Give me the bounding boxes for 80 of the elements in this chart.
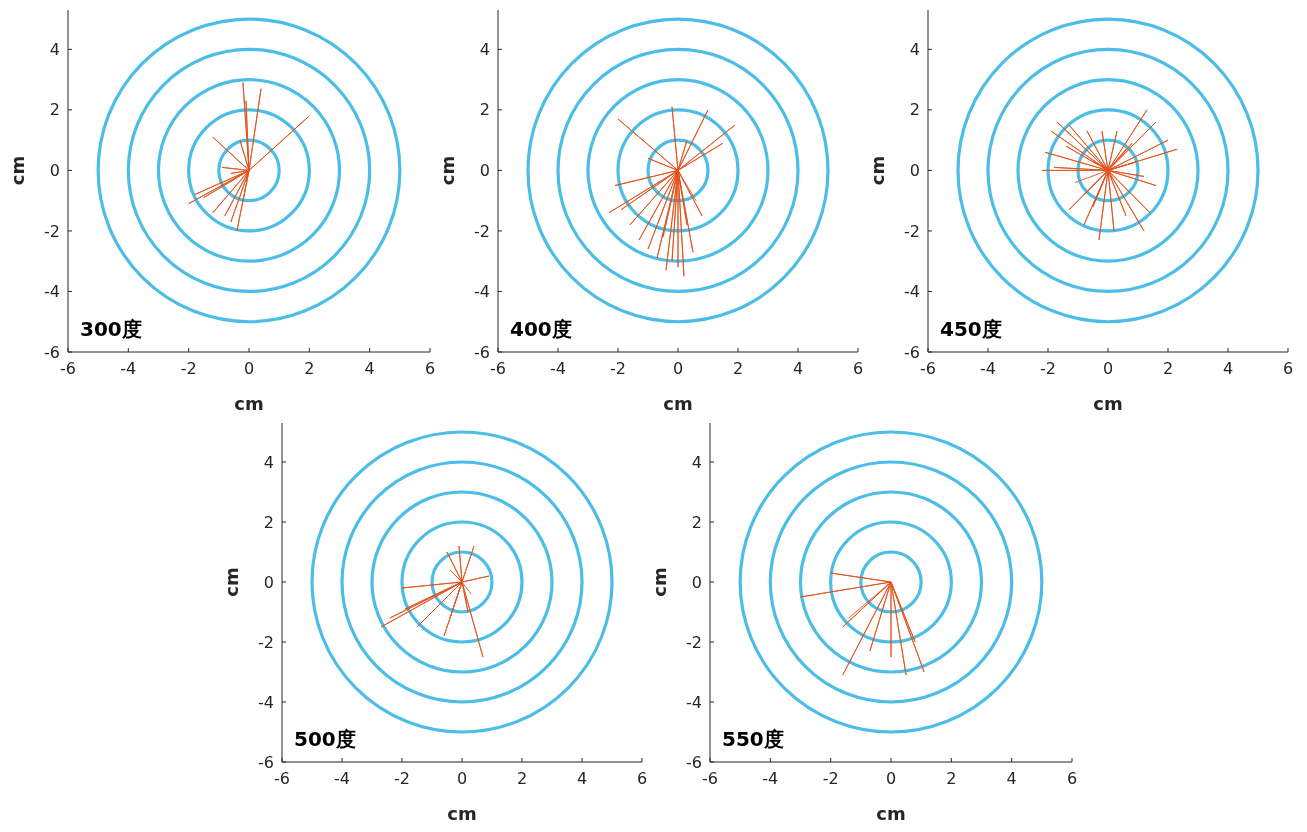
line-series <box>800 572 925 676</box>
x-axis-title: cm <box>234 393 264 414</box>
y-axis-title: cm <box>437 155 458 186</box>
x-tick-label: 0 <box>672 359 684 378</box>
y-tick-label: 0 <box>909 161 920 181</box>
y-tick-label: -6 <box>258 752 274 772</box>
x-axis-title: cm <box>663 393 693 414</box>
y-tick-label: -6 <box>44 342 60 362</box>
x-tick-label: 4 <box>1222 359 1234 378</box>
y-tick-label: 2 <box>263 512 274 532</box>
x-tick-label: 2 <box>1162 359 1174 378</box>
y-tick-label: 4 <box>909 39 920 59</box>
y-axis-title: cm <box>7 155 28 186</box>
x-tick-label: 2 <box>516 769 528 788</box>
x-tick-label: 4 <box>1006 769 1017 788</box>
x-tick-label: -4 <box>762 769 779 788</box>
y-tick-label: 2 <box>909 100 920 120</box>
y-tick-label: -4 <box>474 282 490 302</box>
x-tick-label: 4 <box>792 359 804 378</box>
y-tick-label: -4 <box>258 692 274 712</box>
x-tick-label: -4 <box>980 359 996 378</box>
x-tick-label: 6 <box>636 769 648 788</box>
x-tick-label: 2 <box>304 359 315 378</box>
x-tick-label: 0 <box>1102 359 1114 378</box>
y-axis-title: cm <box>867 155 888 186</box>
annotation: 400度 <box>510 317 572 341</box>
x-tick-label: 6 <box>1066 769 1078 788</box>
line-series <box>1041 109 1178 241</box>
x-tick-label: -2 <box>180 359 197 378</box>
y-tick-label: 4 <box>691 452 702 472</box>
y-tick-label: -4 <box>44 282 60 302</box>
y-tick-label: -2 <box>686 632 702 652</box>
y-tick-label: -4 <box>904 282 920 302</box>
x-tick-label: -2 <box>1040 359 1056 378</box>
x-tick-label: 4 <box>576 769 588 788</box>
x-tick-label: 0 <box>885 769 897 788</box>
x-tick-label: -2 <box>610 359 626 378</box>
x-axis-title: cm <box>876 803 906 824</box>
y-tick-label: 4 <box>263 452 274 472</box>
x-tick-label: 2 <box>946 769 957 788</box>
x-tick-label: -4 <box>550 359 566 378</box>
y-tick-label: 0 <box>479 161 490 181</box>
x-tick-label: 6 <box>1282 359 1294 378</box>
y-tick-label: -4 <box>686 692 702 712</box>
y-tick-label: -2 <box>474 221 490 241</box>
x-tick-label: 2 <box>732 359 744 378</box>
annotation: 500度 <box>294 727 356 751</box>
y-tick-label: -6 <box>686 752 702 772</box>
y-tick-label: -2 <box>44 221 60 241</box>
x-axis-title: cm <box>1093 393 1123 414</box>
line-series <box>380 545 490 658</box>
y-tick-label: -6 <box>904 342 920 362</box>
annotation: 550度 <box>722 727 784 751</box>
y-tick-label: 4 <box>49 39 60 59</box>
x-tick-label: 0 <box>243 359 255 378</box>
y-axis-title: cm <box>649 567 670 597</box>
x-tick-label: 4 <box>364 359 375 378</box>
y-tick-label: 0 <box>49 161 60 181</box>
annotation: 450度 <box>940 317 1002 341</box>
y-tick-label: 4 <box>479 39 490 59</box>
y-tick-label: -6 <box>474 342 490 362</box>
x-tick-label: 6 <box>424 359 436 378</box>
x-tick-label: -4 <box>334 769 350 788</box>
line-series <box>608 106 736 277</box>
y-tick-label: 2 <box>691 512 702 532</box>
y-tick-label: 2 <box>479 100 490 120</box>
line-series <box>188 82 310 232</box>
y-tick-label: 0 <box>691 572 702 592</box>
annotation: 300度 <box>80 317 142 341</box>
y-tick-label: -2 <box>258 632 274 652</box>
x-tick-label: -2 <box>394 769 410 788</box>
y-tick-label: -2 <box>904 221 920 241</box>
y-tick-label: 0 <box>263 572 274 592</box>
x-tick-label: -2 <box>822 769 839 788</box>
x-tick-label: -4 <box>120 359 137 378</box>
x-tick-label: 6 <box>852 359 864 378</box>
y-tick-label: 2 <box>49 100 60 120</box>
y-axis-title: cm <box>221 567 242 597</box>
x-tick-label: 0 <box>456 769 468 788</box>
x-axis-title: cm <box>447 803 477 824</box>
